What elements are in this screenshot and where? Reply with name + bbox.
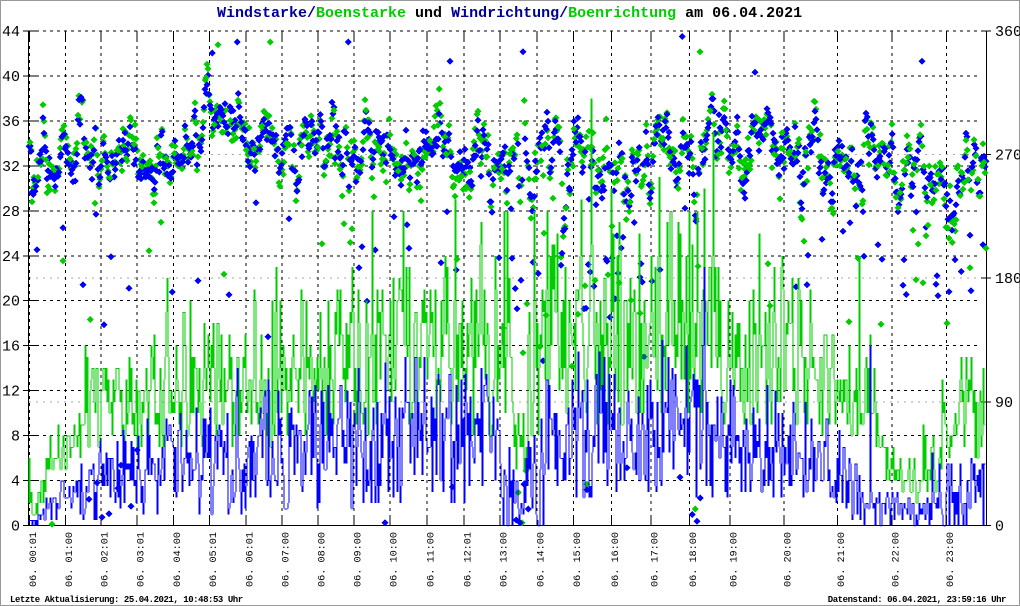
svg-text:06. 13:00: 06. 13:00 xyxy=(500,532,511,587)
svg-text:06. 14:00: 06. 14:00 xyxy=(536,532,547,587)
svg-text:180: 180 xyxy=(995,271,1020,288)
svg-text:90: 90 xyxy=(995,395,1013,412)
svg-text:06. 01:00: 06. 01:00 xyxy=(65,532,76,587)
svg-text:20: 20 xyxy=(2,294,20,311)
svg-text:06. 15:00: 06. 15:00 xyxy=(573,532,584,587)
svg-text:06. 06:01: 06. 06:01 xyxy=(245,532,256,587)
svg-text:06. 05:01: 06. 05:01 xyxy=(209,532,220,587)
svg-text:8: 8 xyxy=(11,429,20,446)
svg-text:06. 09:00: 06. 09:00 xyxy=(353,532,364,587)
svg-text:36: 36 xyxy=(2,114,20,131)
svg-text:06. 03:01: 06. 03:01 xyxy=(136,532,147,587)
svg-text:270: 270 xyxy=(995,148,1020,165)
svg-text:Windstarke/Boenstarke und Wind: Windstarke/Boenstarke und Windrichtung/B… xyxy=(217,5,802,22)
svg-text:06. 20:00: 06. 20:00 xyxy=(783,532,794,587)
svg-text:28: 28 xyxy=(2,204,20,221)
svg-text:06. 19:00: 06. 19:00 xyxy=(730,532,741,587)
svg-text:40: 40 xyxy=(2,69,20,86)
svg-text:06. 22:00: 06. 22:00 xyxy=(891,532,902,587)
svg-text:06. 08:00: 06. 08:00 xyxy=(318,532,329,587)
svg-text:Datenstand: 06.04.2021, 23:59:: Datenstand: 06.04.2021, 23:59:16 Uhr xyxy=(828,595,1006,605)
svg-text:32: 32 xyxy=(2,159,20,176)
svg-text:44: 44 xyxy=(2,24,20,41)
svg-text:06. 02:01: 06. 02:01 xyxy=(101,532,112,587)
svg-text:12: 12 xyxy=(2,384,20,401)
svg-text:06. 07:00: 06. 07:00 xyxy=(281,532,292,587)
svg-text:4: 4 xyxy=(11,474,20,491)
svg-text:06. 00:01: 06. 00:01 xyxy=(29,532,40,587)
svg-text:06. 12:01: 06. 12:01 xyxy=(463,532,474,587)
svg-text:16: 16 xyxy=(2,339,20,356)
svg-text:06. 17:00: 06. 17:00 xyxy=(650,532,661,587)
svg-text:06. 04:00: 06. 04:00 xyxy=(173,532,184,587)
svg-text:06. 18:00: 06. 18:00 xyxy=(689,532,700,587)
svg-text:Letzte Aktualisierung: 25.04.2: Letzte Aktualisierung: 25.04.2021, 10:48… xyxy=(10,595,243,605)
svg-text:06. 16:00: 06. 16:00 xyxy=(611,532,622,587)
svg-text:24: 24 xyxy=(2,249,20,266)
svg-text:06. 10:00: 06. 10:00 xyxy=(390,532,401,587)
svg-text:06. 21:00: 06. 21:00 xyxy=(837,532,848,587)
svg-text:0: 0 xyxy=(995,519,1004,536)
svg-text:0: 0 xyxy=(11,519,20,536)
svg-text:360: 360 xyxy=(995,24,1020,41)
svg-text:06. 23:00: 06. 23:00 xyxy=(946,532,957,587)
svg-text:06. 11:00: 06. 11:00 xyxy=(427,532,438,587)
